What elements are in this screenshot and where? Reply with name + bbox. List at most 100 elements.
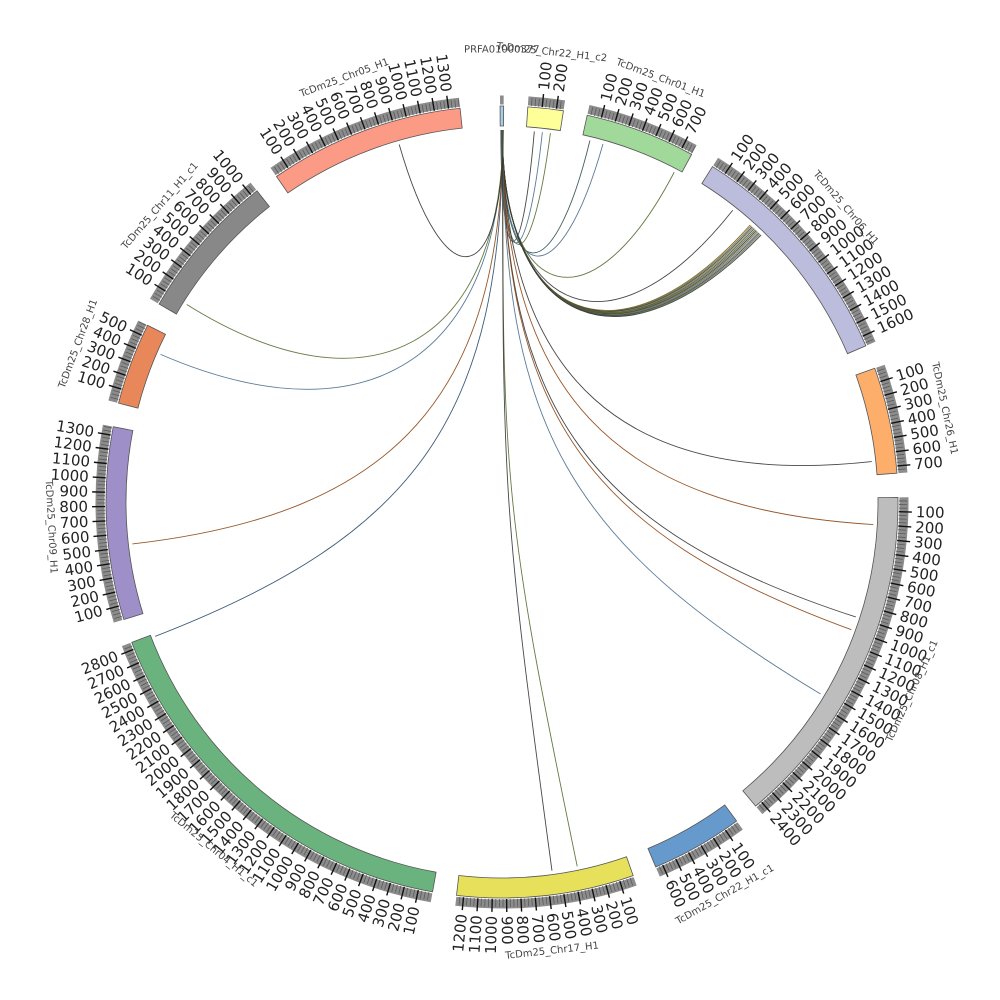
major-tick: [209, 780, 220, 791]
major-tick: [563, 894, 567, 908]
tick-label: 800: [513, 915, 532, 944]
link-18: [501, 129, 762, 317]
minor-tick: [629, 877, 634, 886]
minor-tick: [177, 739, 185, 746]
minor-tick: [545, 896, 548, 905]
minor-tick: [353, 871, 357, 879]
major-tick: [591, 888, 596, 902]
minor-tick: [772, 205, 779, 212]
minor-tick: [232, 797, 238, 805]
tick-label: 200: [915, 518, 945, 538]
minor-tick: [316, 854, 321, 863]
minor-tick: [98, 531, 107, 533]
tick-label: 700: [528, 914, 548, 944]
major-tick: [668, 129, 676, 143]
minor-tick: [130, 659, 138, 663]
major-tick: [898, 525, 912, 528]
tick-label: 500: [909, 421, 940, 443]
minor-tick: [567, 893, 570, 902]
minor-tick: [425, 104, 428, 113]
tick-label: 600: [60, 528, 90, 548]
minor-tick: [797, 766, 804, 773]
minor-tick: [876, 368, 885, 372]
major-tick: [577, 891, 582, 905]
major-tick: [887, 596, 901, 601]
minor-tick: [894, 557, 903, 560]
minor-tick: [112, 389, 121, 393]
major-tick: [359, 116, 366, 130]
link-30: [398, 129, 504, 257]
minor-tick: [215, 215, 222, 222]
minor-tick: [195, 236, 203, 243]
minor-tick: [836, 284, 844, 290]
minor-tick: [104, 426, 113, 429]
minor-tick: [220, 210, 227, 217]
minor-tick: [190, 242, 198, 248]
track-prfa01000377: [499, 105, 505, 127]
tick-label: 200: [550, 62, 572, 93]
major-tick: [790, 219, 801, 230]
major-tick: [893, 434, 907, 439]
minor-tick: [538, 897, 541, 906]
minor-tick: [672, 860, 677, 868]
minor-tick: [866, 657, 875, 662]
major-tick: [799, 230, 811, 241]
major-tick: [700, 845, 709, 858]
tick-label: 100: [535, 61, 556, 91]
minor-tick: [733, 823, 740, 831]
minor-tick: [231, 200, 238, 207]
minor-tick: [248, 185, 254, 193]
minor-tick: [883, 389, 892, 393]
minor-tick: [469, 897, 472, 906]
major-tick: [614, 108, 620, 122]
tick-label: 1000: [482, 916, 501, 955]
major-tick: [675, 858, 683, 871]
minor-tick: [842, 705, 850, 711]
minor-tick: [162, 719, 171, 725]
major-tick: [317, 856, 325, 869]
major-tick: [280, 156, 289, 169]
minor-tick: [426, 892, 430, 901]
minor-tick: [824, 266, 832, 272]
link-17: [501, 129, 761, 317]
major-tick: [162, 724, 175, 734]
minor-tick: [97, 527, 106, 530]
minor-tick: [103, 429, 112, 432]
minor-tick: [662, 131, 667, 140]
minor-tick: [188, 753, 196, 760]
minor-tick: [412, 889, 416, 898]
track-chr22c2: [526, 106, 564, 132]
minor-tick: [811, 248, 819, 255]
minor-tick: [782, 215, 790, 222]
minor-tick: [458, 896, 461, 905]
minor-tick: [289, 156, 295, 165]
minor-tick: [616, 882, 620, 890]
minor-tick: [179, 256, 187, 262]
major-tick: [266, 826, 275, 839]
minor-tick: [806, 755, 814, 762]
major-tick: [619, 880, 625, 894]
tick-label: 1200: [53, 433, 93, 456]
minor-tick: [896, 547, 905, 549]
minor-tick: [284, 836, 290, 845]
major-tick: [534, 897, 538, 911]
minor-tick: [787, 777, 794, 784]
minor-tick: [99, 542, 108, 544]
major-tick: [890, 582, 904, 587]
minor-tick: [349, 869, 354, 878]
link-1: [500, 129, 543, 244]
minor-tick: [125, 351, 134, 356]
minor-tick: [228, 202, 235, 209]
minor-tick: [785, 779, 792, 786]
minor-tick: [423, 891, 426, 900]
major-tick: [863, 664, 877, 671]
minor-tick: [221, 788, 228, 795]
major-tick: [836, 714, 849, 724]
minor-tick: [896, 457, 905, 460]
minor-tick: [186, 751, 194, 757]
minor-tick: [847, 303, 856, 308]
major-tick: [154, 712, 167, 721]
minor-tick: [274, 166, 280, 174]
major-tick: [883, 610, 897, 616]
minor-tick: [685, 853, 690, 862]
